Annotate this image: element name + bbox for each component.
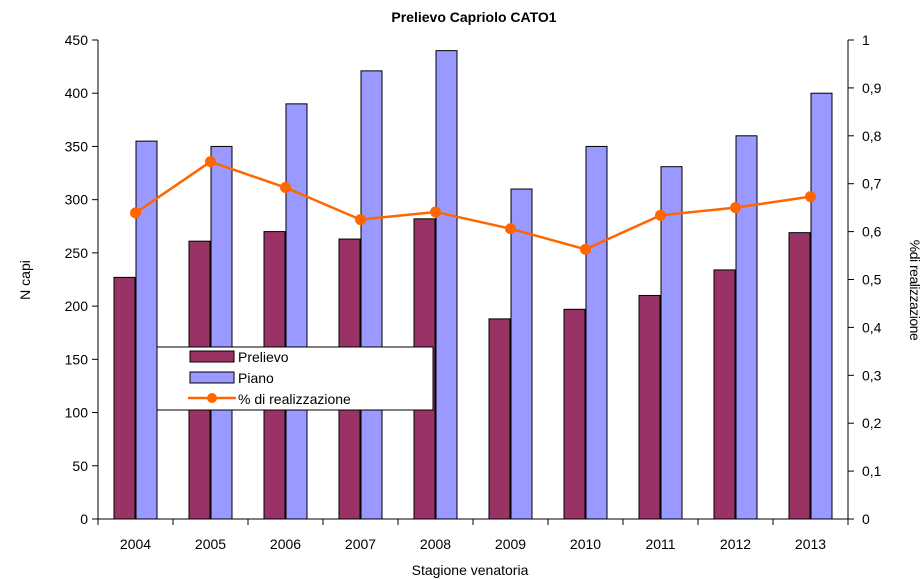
point-realizzazione-2013 xyxy=(805,191,816,203)
x-axis-title: Stagione venatoria xyxy=(412,562,529,578)
y2-tick-label: 1 xyxy=(862,32,870,48)
y2-tick-label: 0,5 xyxy=(862,272,882,288)
y2-tick-label: 0,6 xyxy=(862,224,882,240)
bar-piano-2011 xyxy=(660,166,683,520)
y2-tick-label: 0,2 xyxy=(862,415,882,431)
bar-prelievo-2011 xyxy=(638,294,661,520)
y-tick-label: 250 xyxy=(65,245,89,261)
point-realizzazione-2009 xyxy=(505,223,516,235)
point-realizzazione-2008 xyxy=(430,206,441,218)
point-realizzazione-2006 xyxy=(280,182,291,194)
y2-tick-label: 0,1 xyxy=(862,463,882,479)
y-tick-label: 0 xyxy=(80,511,88,527)
bar-piano-2010 xyxy=(585,145,608,520)
line-series xyxy=(130,156,816,255)
y2-tick-label: 0,3 xyxy=(862,367,882,383)
legend-swatch-piano xyxy=(189,371,235,384)
y2-tick-label: 0 xyxy=(862,511,870,527)
x-tick-label: 2007 xyxy=(345,536,376,552)
y2-tick-label: 0,8 xyxy=(862,128,882,144)
bars xyxy=(113,50,833,520)
x-tick-label: 2008 xyxy=(420,536,451,552)
bar-piano-2008 xyxy=(435,50,458,520)
bar-piano-2006 xyxy=(285,103,308,520)
x-tick-label: 2013 xyxy=(795,536,826,552)
line-realizzazione xyxy=(134,160,811,251)
chart-title: Prelievo Capriolo CATO1 xyxy=(391,9,556,25)
bar-prelievo-2013 xyxy=(788,232,811,520)
bar-piano-2009 xyxy=(510,188,533,520)
x-tick-label: 2006 xyxy=(270,536,301,552)
bar-piano-2007 xyxy=(360,70,383,520)
bar-piano-2012 xyxy=(735,135,758,520)
bar-prelievo-2009 xyxy=(488,318,511,520)
point-realizzazione-2004 xyxy=(130,207,141,219)
point-realizzazione-2012 xyxy=(730,202,741,214)
bar-prelievo-2010 xyxy=(563,308,586,520)
x-tick-label: 2011 xyxy=(645,536,675,552)
point-realizzazione-2005 xyxy=(205,156,216,168)
point-realizzazione-2007 xyxy=(355,214,366,226)
bar-piano-2005 xyxy=(210,145,233,520)
bar-prelievo-2004 xyxy=(113,276,136,520)
y-tick-label: 450 xyxy=(65,32,89,48)
x-tick-label: 2005 xyxy=(195,536,226,552)
y2-tick-label: 0,9 xyxy=(862,80,882,96)
y-tick-label: 350 xyxy=(65,138,89,154)
bar-piano-2013 xyxy=(810,92,833,520)
y2-axis-title: %di realizzazione xyxy=(907,240,923,341)
y-axis-title: N capi xyxy=(17,260,33,300)
legend-swatch-prelievo xyxy=(189,350,235,363)
bar-piano-2004 xyxy=(135,140,158,520)
legend-label-prelievo: Prelievo xyxy=(238,349,289,365)
y2-tick-label: 0,7 xyxy=(862,176,882,192)
y2-tick-label: 0,4 xyxy=(862,319,882,335)
y-tick-label: 100 xyxy=(65,405,89,421)
x-tick-label: 2012 xyxy=(720,536,751,552)
y-tick-label: 50 xyxy=(72,458,88,474)
y-tick-label: 200 xyxy=(65,298,89,314)
y-tick-label: 400 xyxy=(65,85,89,101)
y-tick-label: 150 xyxy=(65,351,89,367)
y-tick-label: 300 xyxy=(65,192,89,208)
point-realizzazione-2011 xyxy=(655,209,666,221)
axes: 0 50 100 150 200 250 300 350 400 450 0 0,1 0,2 0,3 0,4… xyxy=(65,32,882,552)
legend: Prelievo Piano % di realizzazione xyxy=(156,346,434,411)
x-tick-label: 2004 xyxy=(120,536,151,552)
x-tick-label: 2009 xyxy=(495,536,526,552)
point-realizzazione-2010 xyxy=(580,243,591,255)
legend-label-realizzazione: % di realizzazione xyxy=(238,391,351,407)
bar-prelievo-2012 xyxy=(713,269,736,520)
x-tick-label: 2010 xyxy=(570,536,601,552)
legend-swatch-realizzazione-marker xyxy=(207,393,217,403)
legend-label-piano: Piano xyxy=(238,370,274,386)
